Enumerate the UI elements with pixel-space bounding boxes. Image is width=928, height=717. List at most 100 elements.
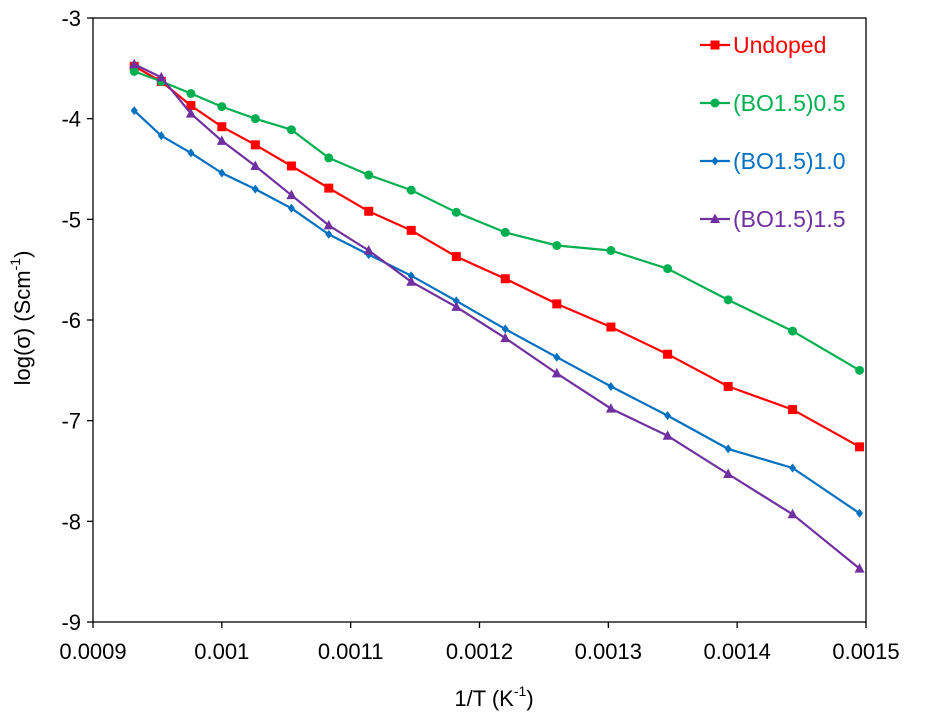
data-point	[287, 203, 295, 213]
data-point	[363, 245, 374, 255]
data-point	[324, 183, 334, 193]
legend-label: Undoped	[733, 32, 826, 58]
legend-label: (BO1.5)1.5	[733, 206, 846, 232]
data-point	[787, 508, 798, 519]
data-point	[551, 367, 562, 378]
tick-labels: -3 -4 -5 -6 -7 -8 -9 0.0009 0.001 0.0011 0.0012 0.0…	[59, 6, 899, 664]
data-point	[286, 125, 296, 135]
data-point	[129, 66, 139, 76]
axes	[87, 17, 867, 628]
legend-marker	[711, 156, 719, 166]
y-tick-label: -3	[61, 6, 81, 31]
data-point	[286, 189, 297, 200]
data-point	[451, 252, 461, 262]
series-line	[133, 63, 861, 570]
data-point	[855, 365, 865, 375]
data-point	[451, 301, 462, 311]
data-point	[325, 229, 333, 239]
data-point	[452, 296, 460, 306]
legend-marker	[710, 98, 720, 108]
y-axis-title: log(σ) (Scm-1)	[7, 251, 35, 386]
data-point	[286, 161, 296, 171]
data-point	[406, 276, 417, 286]
data-point	[323, 219, 334, 230]
data-point	[216, 135, 227, 145]
series-line	[133, 65, 861, 448]
series-lines	[129, 58, 865, 573]
data-point	[723, 468, 734, 479]
legend-marker	[710, 213, 720, 223]
data-point	[157, 131, 165, 141]
x-tick-label: 0.0013	[575, 639, 642, 664]
legend-entry: (BO1.5)1.5	[700, 206, 846, 232]
data-point	[217, 122, 227, 132]
data-point	[185, 108, 196, 118]
y-tick-label: -7	[61, 409, 81, 434]
data-point	[552, 241, 562, 251]
x-tick-label: 0.0011	[318, 639, 384, 664]
y-tick-label: -4	[61, 107, 81, 132]
data-point	[217, 102, 227, 112]
data-point	[500, 274, 510, 284]
data-point	[605, 403, 616, 413]
legend: Undoped (BO1.5)0.5 (BO1.5)1.0 (BO1.5)1.5	[700, 32, 846, 232]
data-point	[553, 352, 561, 362]
y-tick-label: -9	[61, 610, 81, 635]
data-point	[606, 246, 616, 256]
x-tick-label: 0.0015	[832, 639, 899, 664]
series-2	[129, 66, 865, 375]
data-point	[406, 185, 416, 195]
data-point	[723, 381, 733, 391]
y-tick-label: -5	[61, 207, 81, 232]
data-point	[250, 114, 260, 124]
data-point	[552, 299, 562, 309]
data-point	[130, 106, 138, 116]
data-point	[501, 324, 509, 334]
data-point	[855, 442, 865, 452]
x-tick-label: 0.001	[194, 639, 249, 664]
data-point	[186, 101, 196, 111]
legend-marker	[710, 40, 720, 50]
data-point	[662, 430, 673, 440]
legend-entry: Undoped	[700, 32, 826, 58]
data-point	[251, 184, 259, 194]
x-tick-label: 0.0009	[59, 639, 126, 664]
data-point	[129, 58, 140, 69]
series-1	[129, 61, 865, 452]
data-point	[407, 271, 415, 281]
data-point	[364, 170, 374, 180]
data-point	[186, 89, 196, 98]
legend-entry: (BO1.5)0.5	[700, 90, 846, 116]
x-tick-label: 0.0012	[446, 639, 513, 664]
data-point	[324, 153, 334, 163]
data-point	[723, 295, 733, 305]
data-point	[451, 207, 461, 217]
data-point	[788, 326, 798, 336]
x-axis-title: 1/T (K-1)	[454, 683, 533, 711]
data-point	[663, 349, 673, 359]
data-point	[406, 225, 416, 235]
data-point	[854, 563, 865, 573]
data-point	[856, 508, 864, 518]
y-tick-label: -8	[61, 509, 81, 534]
data-point	[156, 71, 167, 82]
data-point	[724, 444, 732, 454]
data-point	[218, 168, 226, 178]
data-point	[606, 322, 616, 332]
legend-label: (BO1.5)0.5	[733, 90, 846, 116]
data-point	[364, 206, 374, 216]
y-tick-label: -6	[61, 308, 81, 333]
data-point	[187, 148, 195, 158]
data-point	[500, 332, 511, 343]
data-point	[500, 227, 510, 237]
legend-entry: (BO1.5)1.0	[700, 148, 846, 174]
x-tick-label: 0.0014	[704, 639, 771, 664]
data-point	[664, 411, 672, 421]
data-point	[788, 405, 798, 415]
legend-label: (BO1.5)1.0	[733, 148, 846, 174]
data-point	[607, 381, 615, 391]
data-point	[250, 160, 261, 170]
series-4	[129, 58, 865, 573]
